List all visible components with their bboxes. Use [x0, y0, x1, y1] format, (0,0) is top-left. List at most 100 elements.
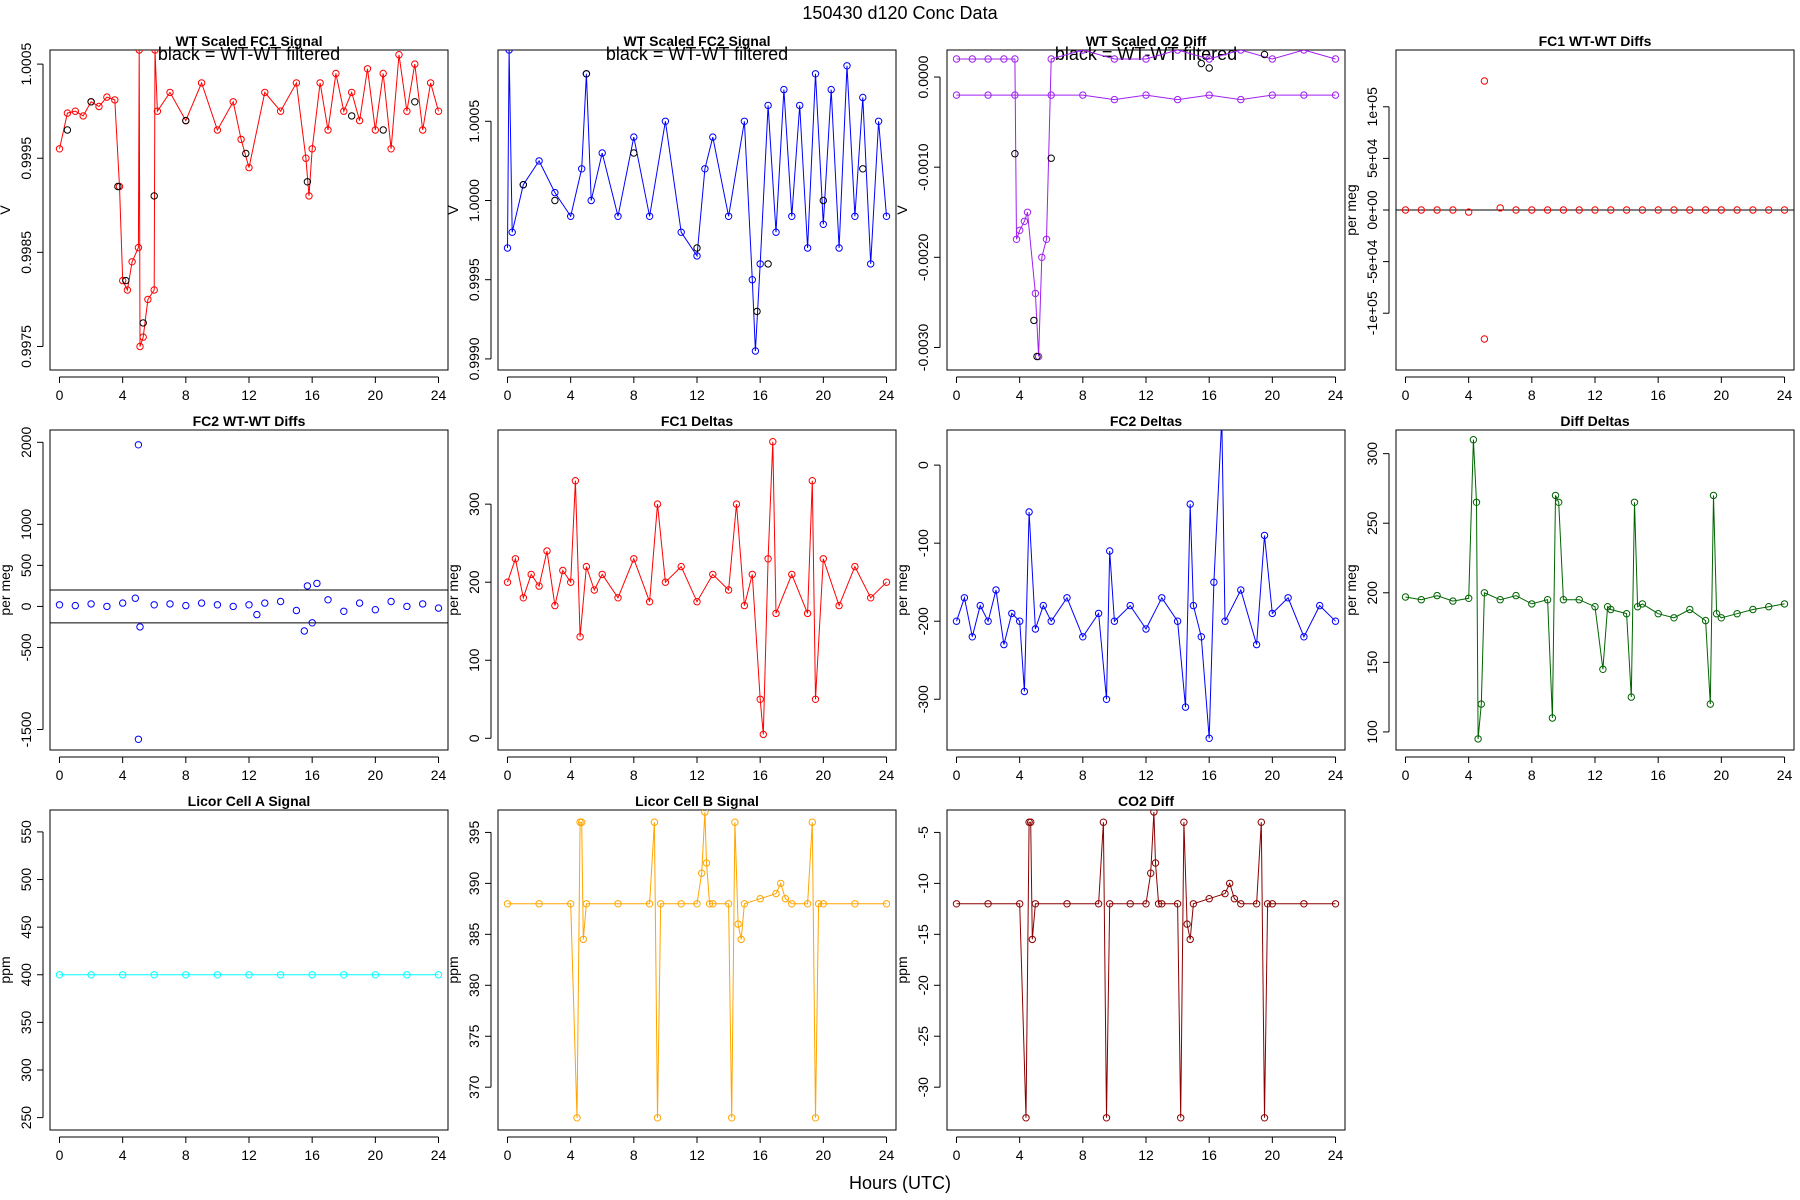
x-tick-label: 8 — [630, 1147, 638, 1163]
series-0 — [55, 441, 443, 743]
data-point — [819, 555, 827, 563]
y-axis-label: V — [445, 205, 461, 215]
y-axis-label: V — [0, 205, 13, 215]
data-point — [182, 116, 190, 125]
data-point — [772, 889, 780, 898]
data-point — [213, 601, 222, 609]
y-axis-label: ppm — [0, 956, 13, 983]
data-point — [701, 165, 709, 173]
data-point — [292, 606, 301, 615]
x-tick-label: 24 — [879, 1147, 895, 1163]
y-tick-label: 1000 — [18, 509, 34, 540]
data-point — [150, 192, 158, 200]
data-point — [709, 900, 717, 908]
panel-title: FC2 WT-WT Diffs — [193, 413, 306, 429]
data-point — [1079, 50, 1087, 54]
data-point — [1765, 206, 1773, 214]
data-point — [1709, 491, 1718, 500]
data-point — [1268, 55, 1277, 63]
data-point — [1555, 498, 1563, 506]
data-point — [1433, 591, 1441, 600]
x-tick-label: 16 — [1201, 387, 1217, 403]
data-point — [1252, 900, 1261, 908]
data-point — [859, 165, 867, 173]
data-point — [379, 126, 387, 134]
panel-p4: FC1 WT-WT Diffs per meg 0 4 8 12 16 20 24 -1e+05 -… — [1343, 33, 1795, 403]
data-point — [803, 900, 812, 908]
panel-title: WT Scaled FC1 Signal — [175, 33, 322, 49]
y-tick-label: -25 — [915, 1026, 931, 1046]
data-point — [411, 98, 419, 106]
data-point — [843, 62, 851, 70]
data-point — [276, 597, 285, 606]
data-point — [1012, 235, 1021, 244]
data-point — [590, 586, 598, 594]
data-point — [1654, 610, 1662, 618]
data-point — [1480, 335, 1489, 343]
data-point — [426, 79, 435, 87]
data-point — [1016, 617, 1024, 625]
data-point — [576, 633, 584, 641]
x-tick-label: 12 — [689, 767, 705, 783]
x-tick-label: 0 — [953, 1147, 961, 1163]
data-point — [1011, 91, 1019, 99]
data-point — [1252, 640, 1261, 649]
data-point — [764, 260, 772, 268]
data-point — [103, 93, 111, 101]
data-point — [968, 633, 976, 641]
data-point — [1205, 91, 1213, 99]
data-point — [1780, 600, 1789, 608]
plot-area — [50, 441, 448, 743]
data-point — [1465, 208, 1473, 216]
x-tick-label: 16 — [304, 387, 320, 403]
data-point — [819, 196, 827, 205]
series-0 — [952, 430, 1340, 742]
figure-title: 150430 d120 Conc Data — [802, 3, 998, 23]
x-tick-label: 8 — [1079, 767, 1087, 783]
y-tick-label: 100 — [1364, 720, 1380, 744]
data-point — [1551, 491, 1560, 500]
data-point — [245, 163, 253, 172]
data-point — [803, 244, 812, 252]
data-point — [724, 900, 733, 908]
data-point — [1712, 610, 1721, 618]
data-point — [1173, 617, 1182, 625]
data-point — [1142, 625, 1150, 633]
x-tick-label: 16 — [752, 1147, 768, 1163]
data-point — [150, 601, 158, 609]
data-point — [1102, 695, 1111, 703]
data-point — [119, 599, 127, 607]
data-point — [582, 900, 591, 908]
data-point — [1063, 594, 1071, 602]
data-point — [781, 895, 790, 903]
data-point — [851, 900, 859, 908]
plot-area — [952, 430, 1340, 742]
data-point — [128, 258, 136, 266]
data-point — [63, 109, 72, 117]
plot-area — [503, 50, 891, 355]
plot-frame — [946, 49, 1346, 371]
data-point — [808, 818, 816, 826]
data-point — [1474, 735, 1482, 743]
data-point — [122, 276, 130, 285]
y-tick-label: 1e+05 — [1364, 87, 1380, 127]
data-point — [419, 600, 427, 608]
panel-title: Licor Cell A Signal — [188, 793, 311, 809]
data-point — [579, 935, 587, 944]
panel-p7: FC2 Deltas per meg 0 4 8 12 16 20 24 -300 -200 -100… — [894, 413, 1346, 783]
data-point — [759, 730, 767, 739]
data-point — [403, 107, 411, 115]
data-point — [1465, 594, 1473, 602]
data-point — [144, 295, 152, 304]
data-point — [984, 91, 992, 99]
x-tick-label: 0 — [504, 387, 512, 403]
y-axis-label: per meg — [1343, 564, 1359, 615]
y-tick-label: 1.0005 — [18, 42, 34, 85]
y-tick-label: 300 — [18, 1058, 34, 1082]
data-point — [984, 55, 992, 63]
data-point — [1749, 605, 1757, 614]
data-point — [1630, 498, 1639, 506]
y-tick-label: 375 — [466, 1024, 482, 1048]
data-point — [788, 212, 796, 221]
x-tick-label: 24 — [879, 387, 895, 403]
